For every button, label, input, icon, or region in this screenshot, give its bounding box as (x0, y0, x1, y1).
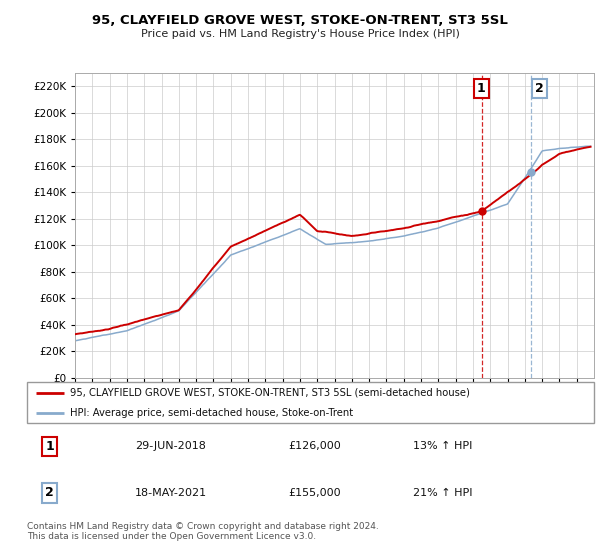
Text: Price paid vs. HM Land Registry's House Price Index (HPI): Price paid vs. HM Land Registry's House … (140, 29, 460, 39)
Text: 2: 2 (535, 82, 544, 95)
Text: 2: 2 (46, 487, 54, 500)
Text: 29-JUN-2018: 29-JUN-2018 (135, 441, 206, 451)
FancyBboxPatch shape (27, 382, 594, 423)
Text: Contains HM Land Registry data © Crown copyright and database right 2024.
This d: Contains HM Land Registry data © Crown c… (27, 522, 379, 542)
Text: 95, CLAYFIELD GROVE WEST, STOKE-ON-TRENT, ST3 5SL (semi-detached house): 95, CLAYFIELD GROVE WEST, STOKE-ON-TRENT… (70, 388, 469, 398)
Text: 21% ↑ HPI: 21% ↑ HPI (413, 488, 472, 498)
Text: £155,000: £155,000 (288, 488, 340, 498)
Text: 13% ↑ HPI: 13% ↑ HPI (413, 441, 472, 451)
Text: 18-MAY-2021: 18-MAY-2021 (135, 488, 207, 498)
Text: HPI: Average price, semi-detached house, Stoke-on-Trent: HPI: Average price, semi-detached house,… (70, 408, 353, 418)
Text: 1: 1 (477, 82, 486, 95)
Text: £126,000: £126,000 (288, 441, 341, 451)
Text: 95, CLAYFIELD GROVE WEST, STOKE-ON-TRENT, ST3 5SL: 95, CLAYFIELD GROVE WEST, STOKE-ON-TRENT… (92, 14, 508, 27)
Text: 1: 1 (46, 440, 54, 453)
